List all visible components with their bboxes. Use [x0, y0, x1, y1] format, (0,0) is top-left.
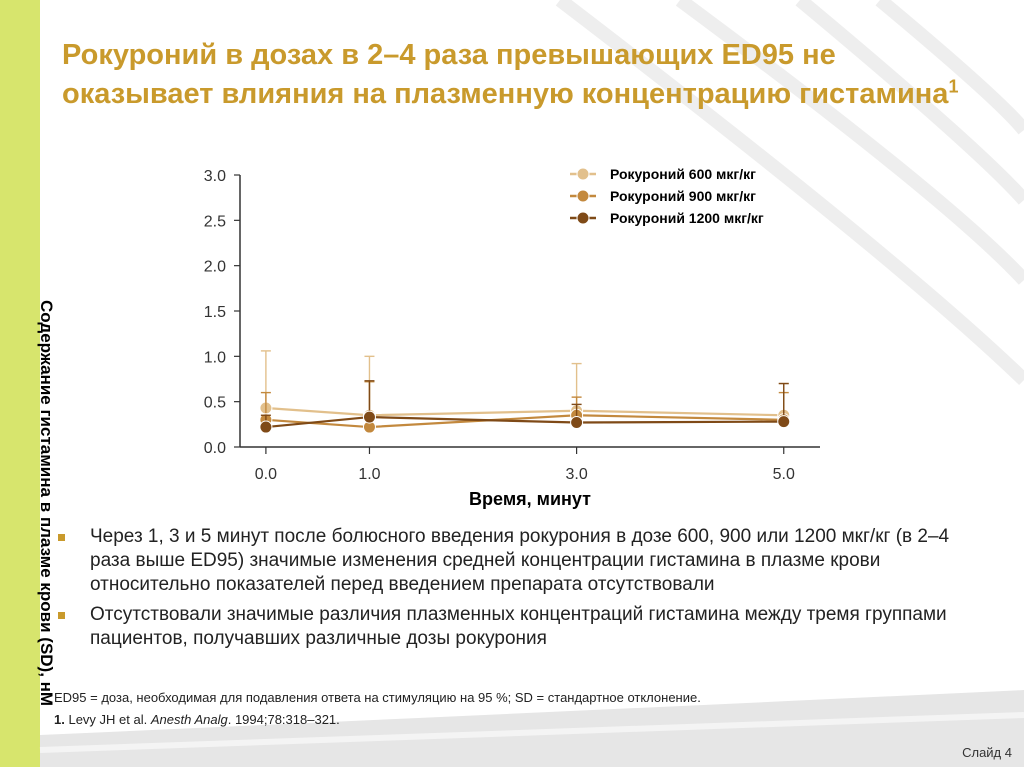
citation-number: 1. — [54, 712, 65, 727]
y-tick-label: 0.0 — [204, 440, 226, 457]
legend-swatch-marker — [576, 189, 590, 203]
data-point — [570, 416, 584, 430]
bullet-text: Отсутствовали значимые различия плазменн… — [90, 604, 947, 649]
bullet-marker-icon — [58, 612, 65, 619]
citation: 1. Levy JH et al. Anesth Analg. 1994;78:… — [54, 712, 340, 727]
legend-label: Рокуроний 600 мкг/кг — [610, 166, 756, 182]
x-tick-label: 3.0 — [565, 466, 587, 483]
y-tick-label: 3.0 — [204, 168, 226, 185]
citation-authors: Levy JH et al. — [68, 712, 148, 727]
abbreviation-footnote: ED95 = доза, необходимая для подавления … — [54, 690, 701, 705]
data-point — [259, 420, 273, 434]
y-tick-label: 2.0 — [204, 259, 226, 276]
slide-title-text: Рокуроний в дозах в 2–4 раза превышающих… — [62, 39, 949, 110]
series-line — [265, 414, 784, 429]
legend-label: Рокуроний 900 мкг/кг — [610, 188, 756, 204]
legend-swatch-marker — [576, 211, 590, 225]
series-line — [265, 415, 784, 429]
bullet-item: Через 1, 3 и 5 минут после болюсного вве… — [58, 525, 978, 597]
data-point — [362, 410, 376, 424]
series-line — [265, 406, 784, 417]
y-tick-label: 1.5 — [204, 304, 226, 321]
bullet-item: Отсутствовали значимые различия плазменн… — [58, 603, 978, 651]
citation-details: . 1994;78:318–321. — [227, 712, 340, 727]
y-tick-label: 2.5 — [204, 213, 226, 230]
x-tick-label: 0.0 — [255, 466, 277, 483]
bullet-marker-icon — [58, 534, 65, 541]
legend-swatch-marker — [576, 167, 590, 181]
bullet-text: Через 1, 3 и 5 минут после болюсного вве… — [90, 526, 950, 595]
x-axis-label: Время, минут — [469, 489, 591, 509]
legend-label: Рокуроний 1200 мкг/кг — [610, 210, 764, 226]
histamine-line-chart: 0.0 0.5 1.0 1.5 2.0 2.5 3.0 0.0 1.0 3.0 5.0 Рокуро… — [204, 166, 820, 483]
bullet-list: Через 1, 3 и 5 минут после болюсного вве… — [58, 525, 978, 657]
title-reference-mark: 1 — [948, 76, 959, 97]
x-tick-label: 1.0 — [358, 466, 380, 483]
y-tick-label: 0.5 — [204, 395, 226, 412]
y-tick-label: 1.0 — [204, 349, 226, 366]
slide-number: Слайд 4 — [962, 745, 1012, 760]
citation-journal: Anesth Analg — [150, 712, 228, 727]
y-axis-label: Содержание гистамина в плазме крови (SD)… — [37, 300, 56, 707]
x-tick-label: 5.0 — [773, 466, 795, 483]
slide-title: Рокуроний в дозах в 2–4 раза превышающих… — [62, 36, 962, 114]
side-accent-band — [0, 0, 40, 767]
data-point — [777, 415, 791, 429]
